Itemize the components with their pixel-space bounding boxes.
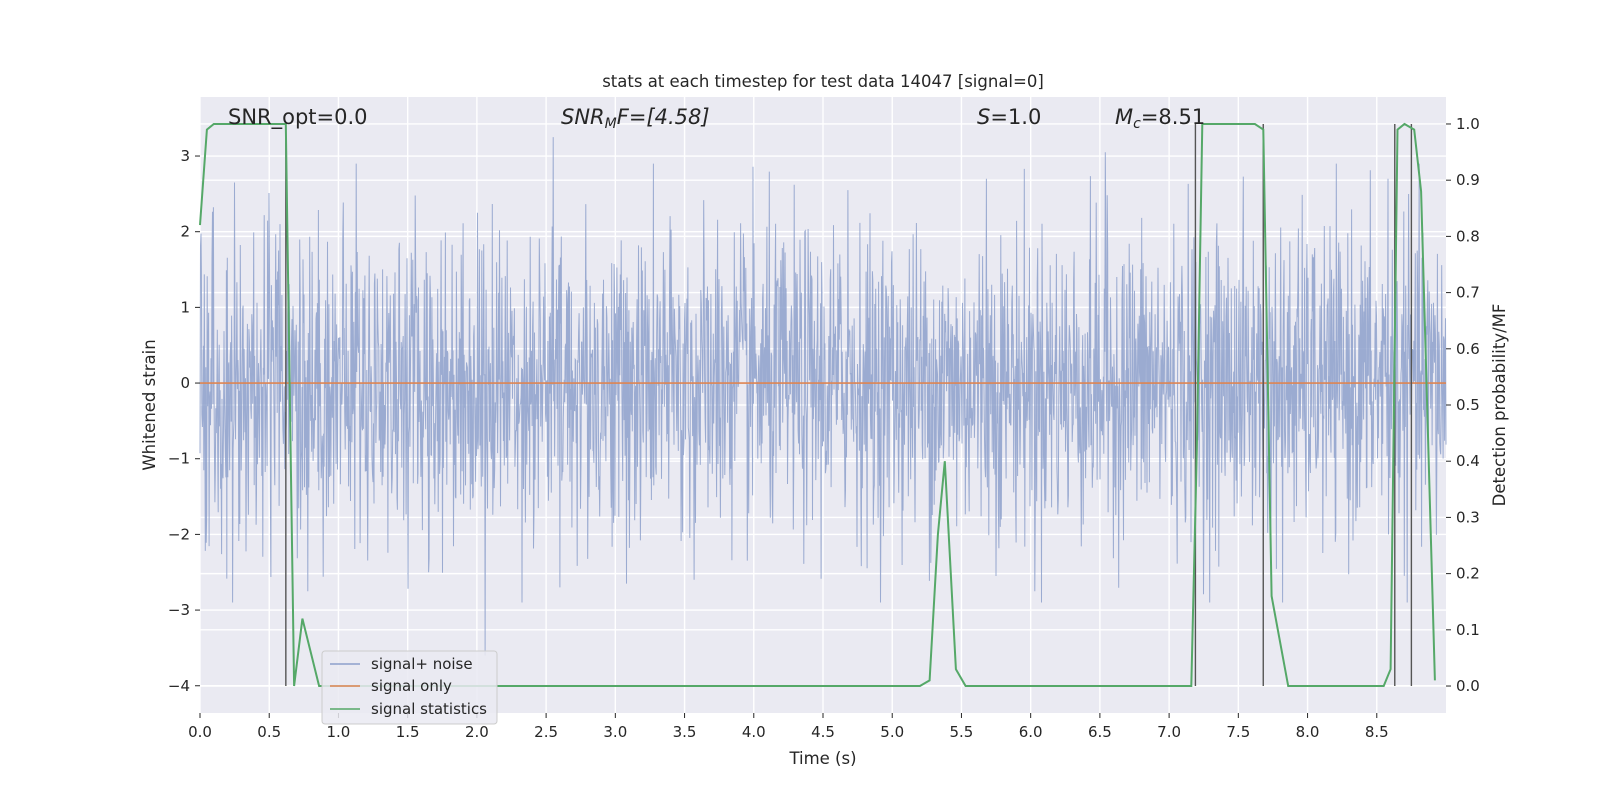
y2-tick-label: 1.0 xyxy=(1456,115,1480,133)
y2-tick-label: 0.1 xyxy=(1456,621,1480,639)
x-tick-label: 0.5 xyxy=(257,723,281,741)
y2-tick-label: 0.0 xyxy=(1456,677,1480,695)
x-tick-label: 2.5 xyxy=(534,723,558,741)
y2-tick-label: 0.6 xyxy=(1456,340,1480,358)
mc-suffix: =8.51 xyxy=(1141,105,1205,129)
legend: signal+ noise signal only signal statist… xyxy=(321,650,498,725)
mc-prefix: M xyxy=(1115,105,1133,129)
snr-mf-suffix: F=[4.58] xyxy=(617,105,710,129)
y-tick-label: 0 xyxy=(180,374,190,392)
x-tick-label: 3.0 xyxy=(603,723,627,741)
annotation-mc: Mc=8.51 xyxy=(1115,105,1205,132)
x-tick-label: 0.0 xyxy=(188,723,212,741)
y-tick-label: −1 xyxy=(168,450,190,468)
y-tick-label: −3 xyxy=(168,601,190,619)
y2-tick-label: 0.3 xyxy=(1456,508,1480,526)
x-tick-label: 2.0 xyxy=(465,723,489,741)
legend-label-signal-noise: signal+ noise xyxy=(371,655,473,673)
legend-label-signal-statistics: signal statistics xyxy=(371,700,487,718)
snr-mf-prefix: SNR xyxy=(561,105,605,129)
y2-tick-label: 0.4 xyxy=(1456,452,1480,470)
y2-tick-label: 0.5 xyxy=(1456,396,1480,414)
x-tick-label: 3.5 xyxy=(673,723,697,741)
legend-label-signal-only: signal only xyxy=(371,677,452,695)
x-tick-label: 8.0 xyxy=(1296,723,1320,741)
y-tick-label: 3 xyxy=(180,147,190,165)
y2-tick-label: 0.7 xyxy=(1456,284,1480,302)
x-tick-label: 4.5 xyxy=(811,723,835,741)
mc-subscript: c xyxy=(1133,116,1141,132)
x-tick-label: 8.5 xyxy=(1365,723,1389,741)
y2-tick-label: 0.9 xyxy=(1456,171,1480,189)
annotation-snr-mf: SNRMF=[4.58] xyxy=(561,105,710,132)
legend-box xyxy=(321,650,498,725)
x-tick-label: 1.5 xyxy=(396,723,420,741)
y-tick-label: 1 xyxy=(180,298,190,316)
y-tick-label: 2 xyxy=(180,223,190,241)
x-tick-label: 1.0 xyxy=(327,723,351,741)
x-tick-label: 6.0 xyxy=(1019,723,1043,741)
y-tick-label: −4 xyxy=(168,677,190,695)
y-axis-ticks: 3 2 1 0 −1 −2 −3 −4 xyxy=(168,147,200,695)
chart-title: stats at each timestep for test data 140… xyxy=(602,72,1044,91)
series-signal-statistics xyxy=(199,122,1436,687)
y2-axis-ticks: 1.0 0.9 0.8 0.7 0.6 0.5 0.4 0.3 0.2 0.1 0.0 xyxy=(1446,115,1480,695)
x-axis-ticks: 0.0 0.5 1.0 1.5 2.0 2.5 3.0 3.5 4.0 4.5 5.0 5.5 6.0 6… xyxy=(188,713,1389,741)
x-tick-label: 4.0 xyxy=(742,723,766,741)
y-axis-label: Whitened strain xyxy=(140,339,159,470)
y2-axis-label: Detection probability/MF xyxy=(1490,304,1509,507)
annotation-s: S=1.0 xyxy=(977,105,1041,129)
annotation-snr-opt: SNR_opt=0.0 xyxy=(228,105,368,130)
x-tick-label: 7.0 xyxy=(1157,723,1181,741)
x-tick-label: 5.0 xyxy=(880,723,904,741)
x-tick-label: 7.5 xyxy=(1226,723,1250,741)
x-axis-label: Time (s) xyxy=(788,749,856,768)
y2-tick-label: 0.8 xyxy=(1456,227,1480,245)
x-tick-label: 6.5 xyxy=(1088,723,1112,741)
y-tick-label: −2 xyxy=(168,525,190,543)
s-prefix: S xyxy=(977,105,990,129)
y2-tick-label: 0.2 xyxy=(1456,565,1480,583)
s-suffix: =1.0 xyxy=(990,105,1041,129)
signal-statistics-line xyxy=(199,122,1436,687)
snr-mf-subscript: M xyxy=(605,116,617,132)
x-tick-label: 5.5 xyxy=(950,723,974,741)
